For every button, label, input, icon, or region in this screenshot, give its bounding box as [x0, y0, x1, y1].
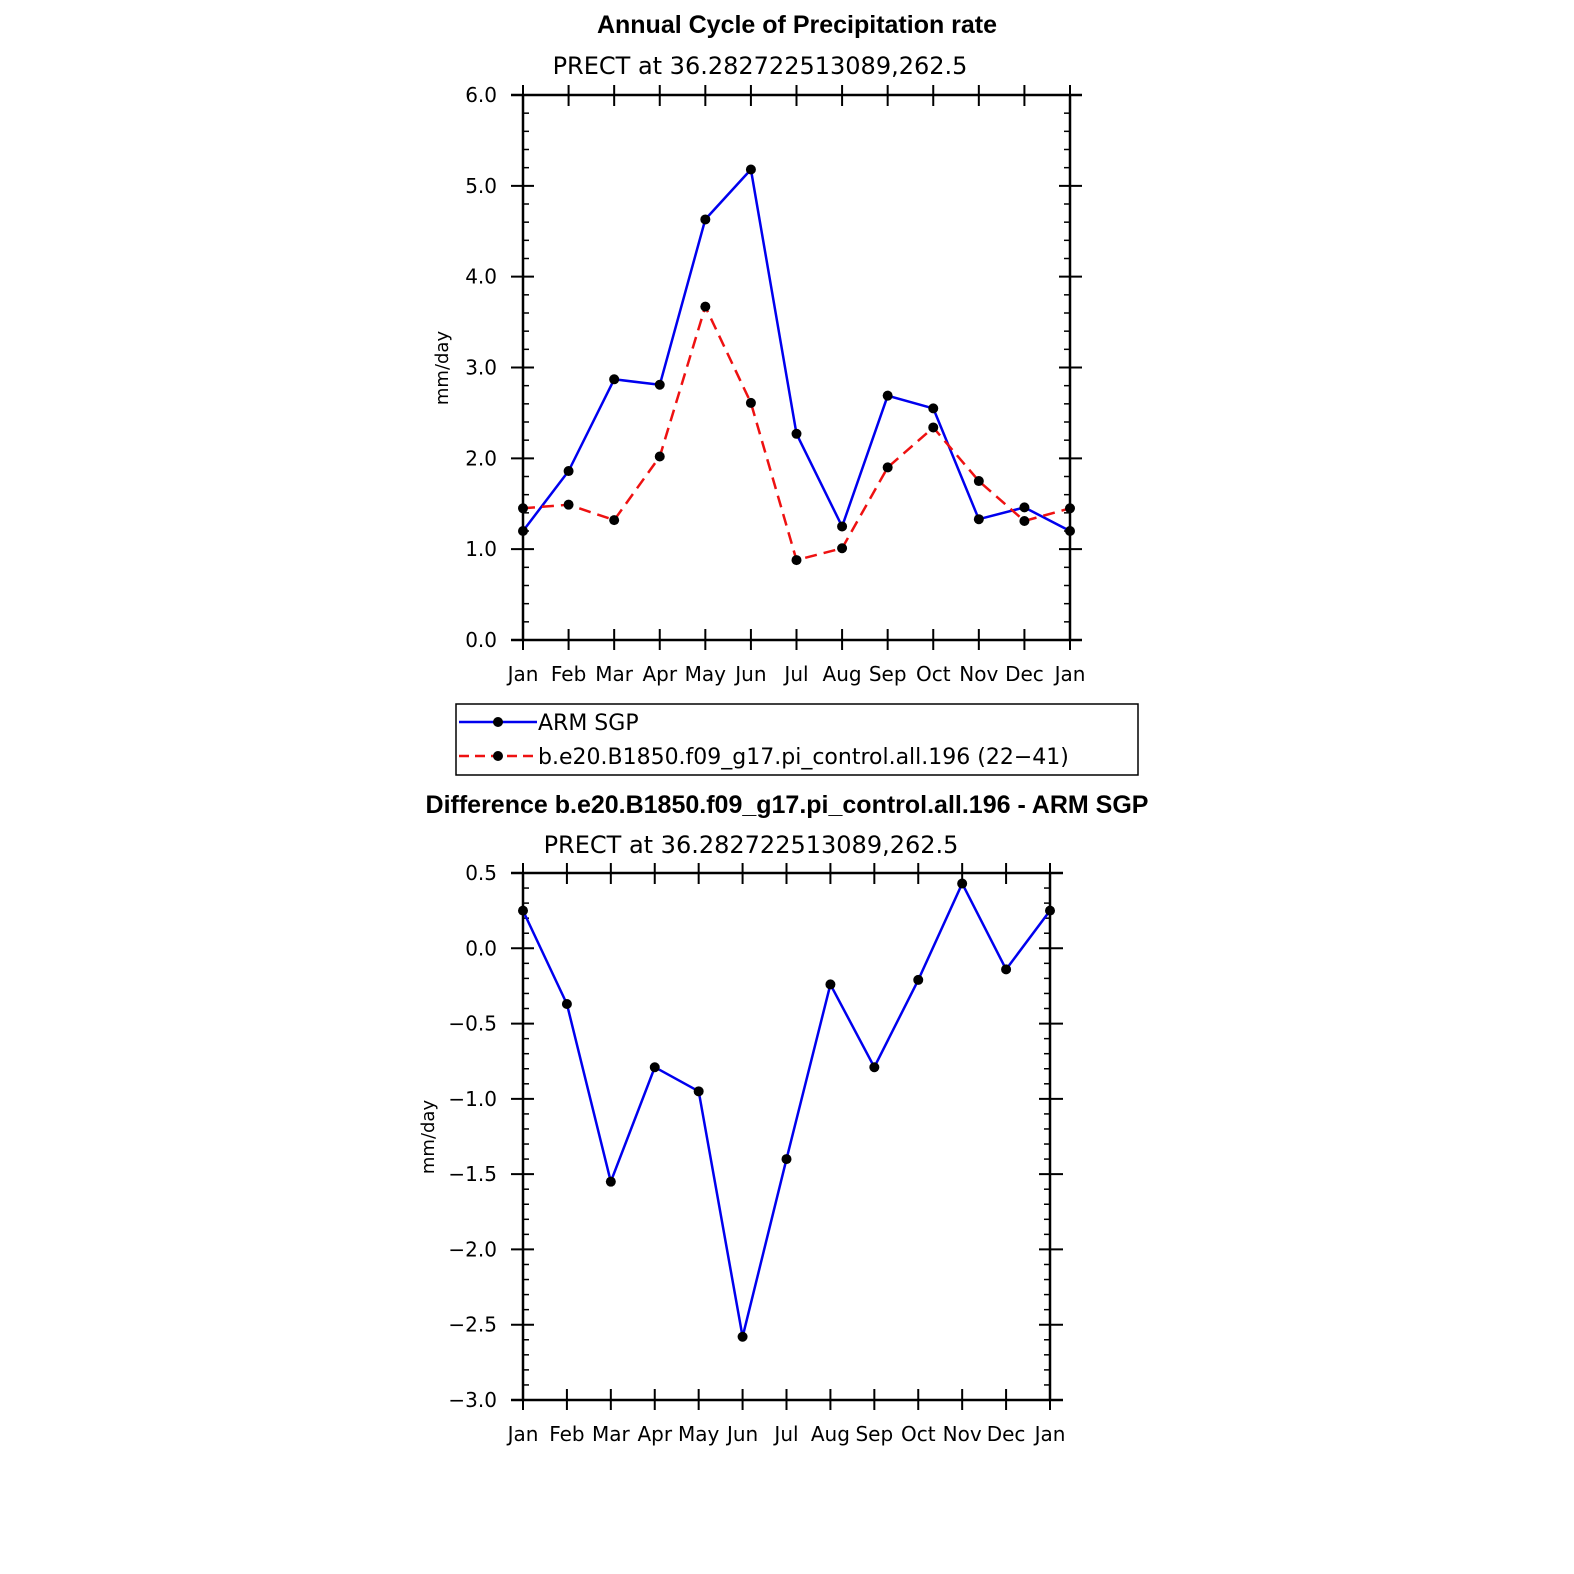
legend-marker-model [493, 751, 503, 761]
x-tick-label: Feb [551, 662, 586, 686]
data-point [563, 499, 574, 510]
x-tick-label: Aug [823, 662, 862, 686]
data-point [561, 998, 572, 1009]
data-point [1019, 502, 1030, 513]
data-point [654, 451, 665, 462]
y-tick-label: 6.0 [465, 83, 497, 107]
chart2-y-axis-label: mm/day [418, 1100, 439, 1175]
chart1-title: Annual Cycle of Precipitation rate [597, 11, 997, 39]
y-tick-label: 0.5 [465, 861, 497, 885]
chart1-y-axis-label: mm/day [432, 331, 453, 406]
legend-label-arm-sgp: ARM SGP [538, 711, 639, 736]
x-tick-label: Jan [1053, 662, 1086, 686]
data-point [518, 905, 528, 916]
chart1-axes: 0.0 1.0 2.0 3.0 4.0 5.0 6.0 Jan Feb Mar Apr May Jun J… [465, 83, 1085, 686]
legend-label-model: b.e20.B1850.f09_g17.pi_control.all.196 (… [538, 745, 1069, 770]
y-tick-label: 3.0 [465, 356, 497, 380]
data-point [791, 555, 802, 566]
data-point [609, 515, 620, 526]
series-line-1 [521, 882, 1052, 1339]
data-point [957, 878, 968, 889]
data-point [882, 462, 893, 473]
y-tick-label: −1.0 [448, 1087, 497, 1111]
x-tick-label: Nov [943, 1422, 982, 1446]
data-point [913, 974, 924, 985]
data-point [869, 1062, 880, 1073]
y-tick-label: −2.0 [448, 1237, 497, 1261]
data-point [973, 514, 984, 525]
x-tick-label: Oct [916, 662, 951, 686]
x-tick-label: Jun [733, 662, 766, 686]
data-point [745, 397, 756, 408]
y-tick-label: 4.0 [465, 265, 497, 289]
data-point [649, 1062, 660, 1073]
x-tick-label: Jun [725, 1422, 758, 1446]
data-point [1065, 503, 1075, 514]
y-tick-label: 5.0 [465, 174, 497, 198]
x-tick-label: Mar [595, 662, 634, 686]
x-tick-label: Feb [549, 1422, 584, 1446]
y-tick-label: −0.5 [448, 1012, 497, 1036]
data-point [1065, 526, 1075, 536]
chart1-subtitle: PRECT at 36.282722513089,262.5 [553, 52, 968, 80]
data-point [973, 476, 984, 487]
y-tick-label: −2.5 [448, 1313, 497, 1337]
data-point [1045, 905, 1055, 916]
data-point [609, 374, 620, 385]
y-tick-label: 1.0 [465, 537, 497, 561]
x-tick-label: Mar [592, 1422, 631, 1446]
data-point [745, 164, 756, 175]
legend-box [455, 703, 1139, 776]
chart1-plot-area [518, 164, 1075, 566]
data-point [1001, 964, 1012, 975]
y-tick-label: 2.0 [465, 446, 497, 470]
x-tick-label: Jan [506, 1422, 539, 1446]
data-point [605, 1176, 616, 1187]
data-point [700, 214, 711, 225]
y-tick-label: −3.0 [448, 1388, 497, 1412]
data-point [837, 521, 848, 532]
data-point [837, 543, 848, 554]
series-line-1 [522, 168, 1071, 533]
x-tick-label: Sep [855, 1422, 893, 1446]
x-tick-label: Jul [782, 662, 808, 686]
x-tick-label: Jul [772, 1422, 798, 1446]
x-tick-label: Dec [987, 1422, 1026, 1446]
x-tick-label: Apr [642, 662, 677, 686]
y-tick-label: 0.0 [465, 628, 497, 652]
y-tick-label: −1.5 [448, 1162, 497, 1186]
data-point [825, 979, 836, 990]
chart2-plot-area [518, 878, 1055, 1342]
x-tick-label: Jan [506, 662, 539, 686]
legend-marker-arm-sgp [493, 717, 503, 727]
x-tick-label: Oct [901, 1422, 936, 1446]
data-point [928, 403, 939, 414]
x-tick-label: May [678, 1422, 720, 1446]
data-point [563, 466, 574, 477]
y-tick-label: 0.0 [465, 936, 497, 960]
x-tick-label: Nov [959, 662, 998, 686]
data-point [654, 379, 665, 390]
chart1-legend: ARM SGP b.e20.B1850.f09_g17.pi_control.a… [455, 703, 1139, 776]
data-point [737, 1331, 748, 1342]
x-tick-label: May [685, 662, 727, 686]
data-point [518, 503, 528, 514]
x-tick-label: Sep [869, 662, 907, 686]
x-tick-label: Aug [811, 1422, 850, 1446]
data-point [693, 1086, 704, 1097]
data-point [518, 526, 528, 536]
data-point [781, 1154, 792, 1165]
chart2-title: Difference b.e20.B1850.f09_g17.pi_contro… [426, 791, 1149, 819]
data-point [1019, 516, 1030, 527]
data-point [791, 428, 802, 439]
x-tick-label: Jan [1033, 1422, 1066, 1446]
data-point [882, 390, 893, 401]
x-tick-label: Apr [637, 1422, 672, 1446]
data-point [928, 422, 939, 433]
x-tick-label: Dec [1005, 662, 1044, 686]
data-point [700, 301, 711, 312]
chart2-subtitle: PRECT at 36.282722513089,262.5 [544, 831, 959, 859]
